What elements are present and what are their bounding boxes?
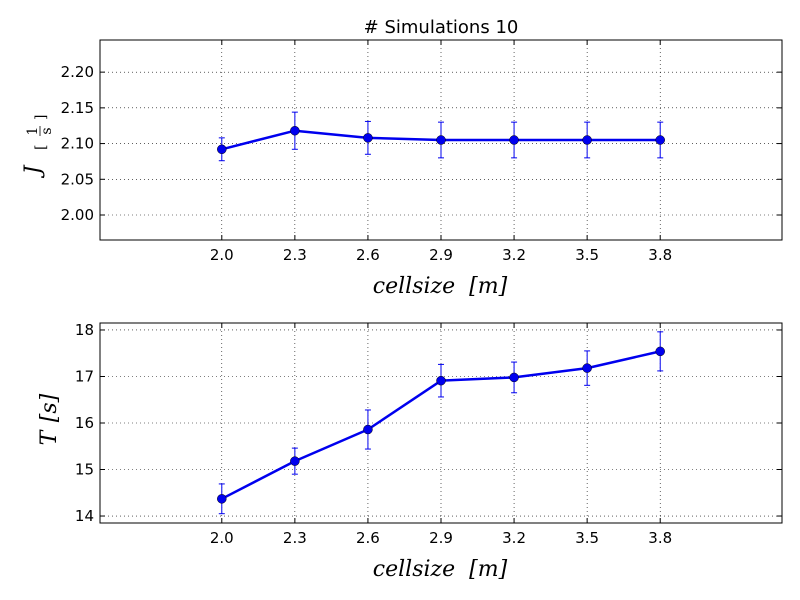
series-top xyxy=(217,111,665,162)
x-axis-unit-bottom: [m] xyxy=(469,557,507,582)
data-point-top xyxy=(582,135,592,145)
series-bottom xyxy=(217,331,665,515)
x-tick-label-top: 2.6 xyxy=(356,246,380,264)
ticks-bottom: 2.0 2.3 2.6 2.9 3.2 3.5 3.8 14 15 16 17 18 xyxy=(75,321,782,547)
chart-panel-bottom: 2.0 2.3 2.6 2.9 3.2 3.5 3.8 14 15 16 17 18 cellsize… xyxy=(37,321,783,582)
data-point-bottom xyxy=(436,375,446,386)
x-tick-label-bottom: 2.9 xyxy=(429,529,453,547)
x-tick-label-bottom: 3.8 xyxy=(648,529,672,547)
data-point-top xyxy=(363,133,373,143)
data-point-bottom xyxy=(582,363,592,373)
x-tick-label-top: 2.0 xyxy=(210,246,234,264)
x-tick-label-top: 2.3 xyxy=(283,246,307,264)
data-point-bottom xyxy=(217,494,227,504)
data-point-top xyxy=(655,135,665,145)
y-tick-label-top: 2.20 xyxy=(61,63,94,81)
x-tick-label-top: 2.9 xyxy=(429,246,453,264)
ticks-top: 2.0 2.3 2.6 2.9 3.2 3.5 3.8 2.00 2.05 2.10 2.15 2.2… xyxy=(61,40,782,264)
x-tick-label-bottom: 3.2 xyxy=(502,529,526,547)
data-point-bottom xyxy=(655,346,665,357)
x-axis-label-top: cellsize [m] xyxy=(373,274,508,299)
data-point-bottom xyxy=(363,424,373,435)
x-tick-label-bottom: 2.6 xyxy=(356,529,380,547)
y-tick-label-bottom: 16 xyxy=(75,414,94,432)
y-tick-label-top: 2.15 xyxy=(61,99,94,117)
x-axis-variable-top: cellsize xyxy=(373,274,455,299)
chart-panel-top: # Simulations 10 2.0 2.3 2.6 2.9 3.2 3.5 3.82.… xyxy=(21,17,783,299)
x-axis-variable-bottom: cellsize xyxy=(373,557,455,582)
x-tick-label-bottom: 3.5 xyxy=(575,529,599,547)
x-tick-label-bottom: 2.3 xyxy=(283,529,307,547)
y-axis-label-bottom: T [s] xyxy=(37,393,62,445)
x-axis-label-bottom: cellsize [m] xyxy=(373,557,508,582)
y-tick-label-bottom: 17 xyxy=(75,367,94,385)
y-tick-label-top: 2.05 xyxy=(61,170,94,188)
y-tick-label-top: 2.10 xyxy=(61,135,94,153)
y-tick-label-bottom: 15 xyxy=(75,461,94,479)
y-axis-bracket-close-top: ] xyxy=(33,115,49,120)
data-point-bottom xyxy=(509,372,519,383)
x-tick-label-top: 3.2 xyxy=(502,246,526,264)
x-tick-label-top: 3.8 xyxy=(648,246,672,264)
x-tick-label-top: 3.5 xyxy=(575,246,599,264)
y-axis-symbol-top: J xyxy=(21,164,46,178)
y-axis-unit-denominator-top: s xyxy=(39,127,55,134)
x-axis-unit-top: [m] xyxy=(469,274,507,299)
data-point-top xyxy=(509,135,519,145)
y-tick-label-bottom: 18 xyxy=(75,321,94,339)
y-axis-unit-numerator-top: 1 xyxy=(25,127,41,136)
y-tick-label-top: 2.00 xyxy=(61,206,94,224)
chart-title: # Simulations 10 xyxy=(364,17,519,38)
y-axis-symbol-bottom: T xyxy=(37,428,62,445)
data-point-top xyxy=(290,125,300,136)
y-axis-unit-bottom: [s] xyxy=(37,393,62,422)
y-axis-label-top: J [ 1 s ] xyxy=(21,115,55,179)
y-tick-label-bottom: 14 xyxy=(75,507,94,525)
y-axis-bracket-open-top: [ xyxy=(33,145,49,150)
data-point-top xyxy=(436,135,446,145)
data-point-top xyxy=(217,144,227,155)
data-point-bottom xyxy=(290,456,300,466)
x-tick-label-bottom: 2.0 xyxy=(210,529,234,547)
